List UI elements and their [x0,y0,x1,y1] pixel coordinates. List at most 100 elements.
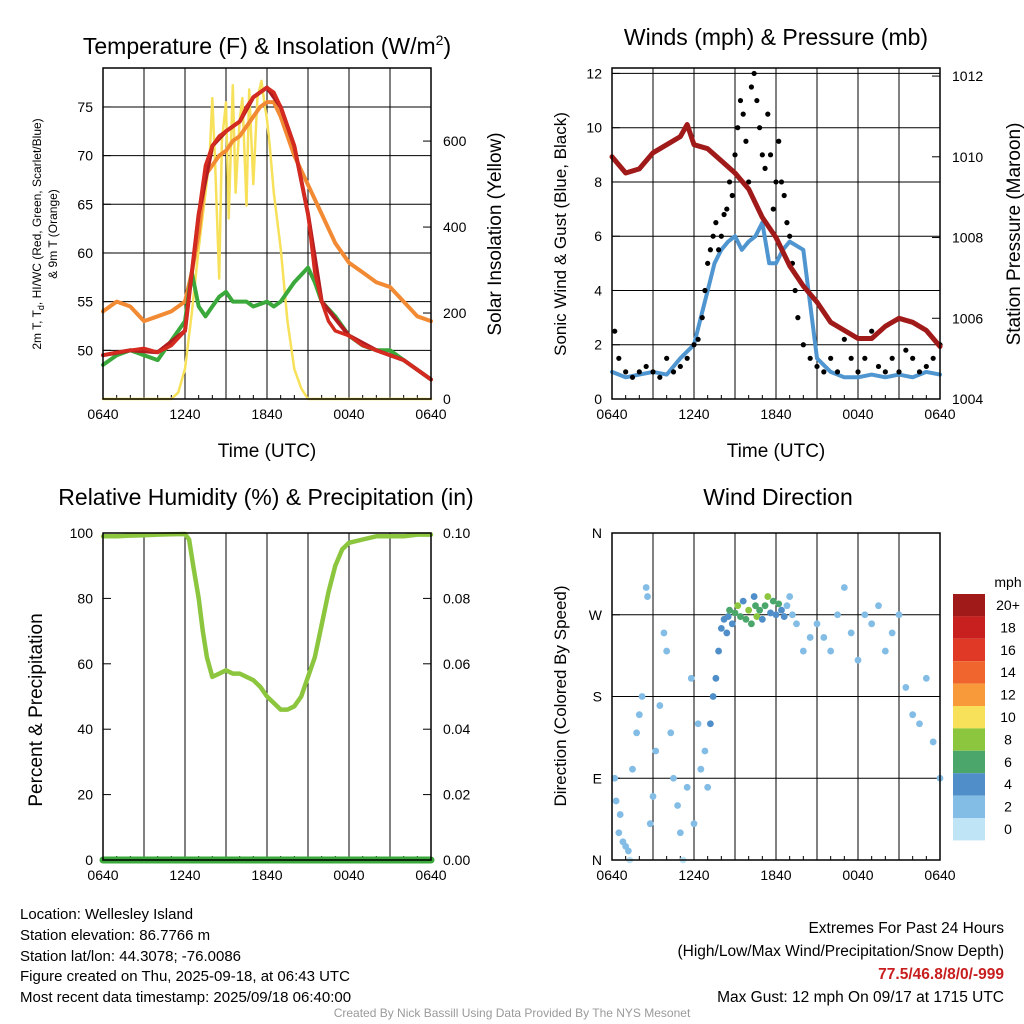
wind-chart-ytick-label: 10 [586,120,602,136]
wind-chart-ytick-right-label: 1004 [952,391,983,407]
temp-chart-ytick-right-label: 0 [443,391,451,407]
direction-chart-xtick-label: 1840 [760,867,791,883]
wind-direction-point [834,611,841,619]
wind-direction-point [748,620,755,628]
direction-chart-xtick-label: 0640 [924,867,955,883]
rh-chart-ytick-label: 80 [77,590,93,606]
station-pressure-line [609,122,943,349]
wind-direction-point [635,711,643,719]
gust-point [732,152,738,158]
gust-point [702,287,708,294]
rh-chart-ytick-label: 40 [77,721,93,737]
temp-9m-line [101,100,433,324]
wind-direction-point [660,629,668,637]
gust-point [795,315,801,321]
colorbar-swatch [953,638,985,662]
wind-direction-point [690,820,698,828]
wind-direction-point [780,613,788,620]
gust-point [737,97,744,104]
gust-point [903,347,909,353]
colorbar-label: 2 [1004,799,1012,815]
gust-point [713,220,719,226]
wind-direction-point [649,793,657,800]
wind-direction-point [868,620,876,628]
rh-chart-ytick-label: 60 [77,656,93,672]
wind-direction-point [731,609,739,617]
temp-chart-xtick-label: 1240 [169,406,200,422]
wind-direction-point [670,774,677,782]
colorbar-swatch [953,616,985,639]
wind-chart-ytick-right-label: 1008 [952,230,983,246]
rh-chart-ytick-label: 0 [85,852,93,868]
direction-chart-xtick-label: 0640 [596,867,627,883]
wind-direction-point [786,593,794,600]
wind-chart-ylabel-left: Sonic Wind & Gust (Blue, Black) [551,112,570,356]
gust-point [787,233,793,239]
gust-point [670,369,677,375]
gust-point [616,355,622,361]
gust-point [916,369,923,375]
gust-point [757,125,763,131]
colorbar-swatch [953,750,985,774]
temp-chart-ytick-label: 55 [77,294,93,310]
wind-direction-point [674,802,681,809]
wind-chart-xtick-label: 1240 [678,406,709,422]
gust-point [910,355,916,361]
wind-direction-point [902,684,910,691]
wind-direction-point [667,729,675,737]
info-recent: Most recent data timestamp: 2025/09/18 0… [20,989,352,1006]
wind-direction-point [783,602,791,610]
gust-point [770,206,776,212]
wind-direction-point [638,693,646,700]
temp-chart-ytick-label: 70 [77,148,93,164]
gust-point [759,152,765,158]
wind-direction-point [840,584,848,591]
gust-point [855,369,861,375]
temp-chart-xtick-label: 0640 [415,406,446,422]
gust-point [699,315,705,321]
sonic-wind-line [610,220,942,380]
wind-chart-ytick-label: 6 [594,228,602,244]
extremes-values: 77.5/46.8/8/0/-999 [878,966,1004,983]
wind-direction-point [750,593,758,600]
wind-direction-point [847,629,855,637]
rh-chart-border [102,532,432,861]
direction-chart-ylabel-left: Direction (Colored By Speed) [551,585,570,806]
wind-direction-point [687,674,695,682]
temp-chart-xtick-label: 0640 [87,406,118,422]
wind-chart-xlabel: Time (UTC) [727,441,826,462]
wind-direction-point [739,597,747,605]
gust-point [710,233,716,239]
wind-direction-point [663,647,671,655]
info-elevation: Station elevation: 86.7766 m [20,927,211,944]
wind-direction-point [909,711,917,719]
wind-direction-point [737,613,744,620]
gust-point [743,138,749,144]
direction-chart-ytick-label: N [592,852,602,868]
gust-point [612,328,618,334]
wind-direction-point [756,606,763,614]
colorbar-label: 0 [1004,821,1012,837]
temp-chart-xtick-label: 0040 [333,406,364,422]
colorbar-title: mph [994,574,1021,590]
wind-direction-point [633,729,640,737]
gust-point [765,111,771,117]
colorbar-label: 6 [1004,754,1012,770]
wind-direction-point [676,829,684,837]
wind-chart-ytick-right-label: 1012 [952,68,983,84]
gust-point [767,152,774,158]
rh-chart-ytick-label: 100 [70,525,94,541]
gust-point [729,192,735,199]
gust-point [784,220,790,226]
rh-chart-ytick-right-label: 0.08 [443,590,470,606]
direction-chart-ytick-label: W [589,607,603,623]
wind-direction-point [875,602,882,610]
rh-chart-title: Relative Humidity (%) & Precipitation (i… [58,484,473,510]
temp-chart-ytick-right-label: 600 [443,133,467,149]
extremes-heading: Extremes For Past 24 Hours [808,920,1004,937]
gust-point [762,165,768,171]
gust-point [677,363,683,370]
gust-point [800,342,806,348]
wind-chart-ytick-label: 4 [594,282,602,298]
gust-point [664,355,670,361]
